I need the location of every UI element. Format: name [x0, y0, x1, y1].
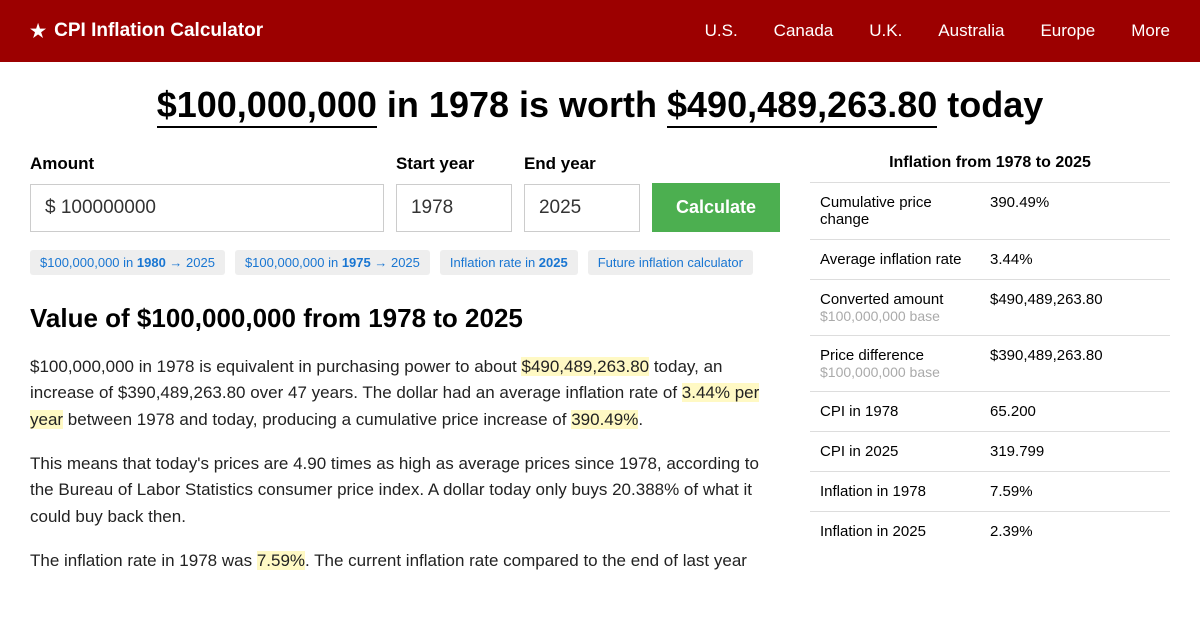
- amount-group: Amount: [30, 154, 384, 232]
- nav-item-europe[interactable]: Europe: [1040, 21, 1095, 41]
- amount-input[interactable]: [30, 184, 384, 232]
- calculator-form: Amount Start year End year Calculate: [30, 154, 780, 232]
- stats-value: 319.799: [980, 432, 1170, 472]
- stats-value: 7.59%: [980, 472, 1170, 512]
- star-icon: ★: [30, 21, 46, 42]
- stats-label: Inflation in 2025: [810, 512, 980, 552]
- stats-row: Price difference$100,000,000 base$390,48…: [810, 336, 1170, 392]
- stats-table: Cumulative price change390.49%Average in…: [810, 182, 1170, 551]
- start-year-group: Start year: [396, 154, 512, 232]
- nav-item-more[interactable]: More: [1131, 21, 1170, 41]
- chip-1975[interactable]: $100,000,000 in 1975 → 2025: [235, 250, 430, 275]
- content: Amount Start year End year Calculate $10…: [0, 154, 1200, 592]
- stats-row: CPI in 2025319.799: [810, 432, 1170, 472]
- headline-value: $490,489,263.80: [667, 84, 937, 128]
- section-title: Value of $100,000,000 from 1978 to 2025: [30, 303, 780, 334]
- chip-rate-2025[interactable]: Inflation rate in 2025: [440, 250, 578, 275]
- stats-panel: Inflation from 1978 to 2025 Cumulative p…: [810, 154, 1170, 592]
- paragraph-1: $100,000,000 in 1978 is equivalent in pu…: [30, 354, 780, 433]
- stats-value: 390.49%: [980, 183, 1170, 240]
- highlight-converted: $490,489,263.80: [521, 357, 649, 376]
- nav-item-canada[interactable]: Canada: [774, 21, 834, 41]
- start-year-label: Start year: [396, 154, 512, 174]
- nav-item-australia[interactable]: Australia: [938, 21, 1004, 41]
- end-year-group: End year: [524, 154, 640, 232]
- stats-label: Inflation in 1978: [810, 472, 980, 512]
- chip-1980[interactable]: $100,000,000 in 1980 → 2025: [30, 250, 225, 275]
- page-title: $100,000,000 in 1978 is worth $490,489,2…: [0, 84, 1200, 126]
- start-year-input[interactable]: [396, 184, 512, 232]
- stats-row: Cumulative price change390.49%: [810, 183, 1170, 240]
- stats-value: 3.44%: [980, 240, 1170, 280]
- stats-row: Inflation in 20252.39%: [810, 512, 1170, 552]
- amount-label: Amount: [30, 154, 384, 174]
- brand-title: CPI Inflation Calculator: [54, 20, 263, 42]
- stats-row: CPI in 197865.200: [810, 392, 1170, 432]
- stats-label: Price difference$100,000,000 base: [810, 336, 980, 392]
- site-header: ★ CPI Inflation Calculator U.S. Canada U…: [0, 0, 1200, 62]
- stats-title: Inflation from 1978 to 2025: [810, 154, 1170, 182]
- left-column: Amount Start year End year Calculate $10…: [30, 154, 780, 592]
- nav: U.S. Canada U.K. Australia Europe More: [705, 21, 1170, 41]
- stats-sublabel: $100,000,000 base: [820, 308, 970, 324]
- stats-row: Converted amount$100,000,000 base$490,48…: [810, 280, 1170, 336]
- highlight-1978-rate: 7.59%: [257, 551, 305, 570]
- suggestion-chips: $100,000,000 in 1980 → 2025 $100,000,000…: [30, 250, 780, 275]
- stats-value: 2.39%: [980, 512, 1170, 552]
- stats-label: Converted amount$100,000,000 base: [810, 280, 980, 336]
- stats-value: $490,489,263.80: [980, 280, 1170, 336]
- paragraph-3: The inflation rate in 1978 was 7.59%. Th…: [30, 548, 780, 574]
- stats-sublabel: $100,000,000 base: [820, 364, 970, 380]
- nav-item-uk[interactable]: U.K.: [869, 21, 902, 41]
- stats-label: CPI in 2025: [810, 432, 980, 472]
- end-year-input[interactable]: [524, 184, 640, 232]
- nav-item-us[interactable]: U.S.: [705, 21, 738, 41]
- stats-row: Average inflation rate3.44%: [810, 240, 1170, 280]
- stats-value: $390,489,263.80: [980, 336, 1170, 392]
- headline-amount: $100,000,000: [157, 84, 377, 128]
- stats-label: CPI in 1978: [810, 392, 980, 432]
- stats-label: Average inflation rate: [810, 240, 980, 280]
- paragraph-2: This means that today's prices are 4.90 …: [30, 451, 780, 530]
- highlight-cumulative: 390.49%: [571, 410, 638, 429]
- end-year-label: End year: [524, 154, 640, 174]
- stats-value: 65.200: [980, 392, 1170, 432]
- calculate-button[interactable]: Calculate: [652, 183, 780, 232]
- stats-row: Inflation in 19787.59%: [810, 472, 1170, 512]
- brand[interactable]: ★ CPI Inflation Calculator: [30, 20, 263, 42]
- stats-label: Cumulative price change: [810, 183, 980, 240]
- chip-future[interactable]: Future inflation calculator: [588, 250, 753, 275]
